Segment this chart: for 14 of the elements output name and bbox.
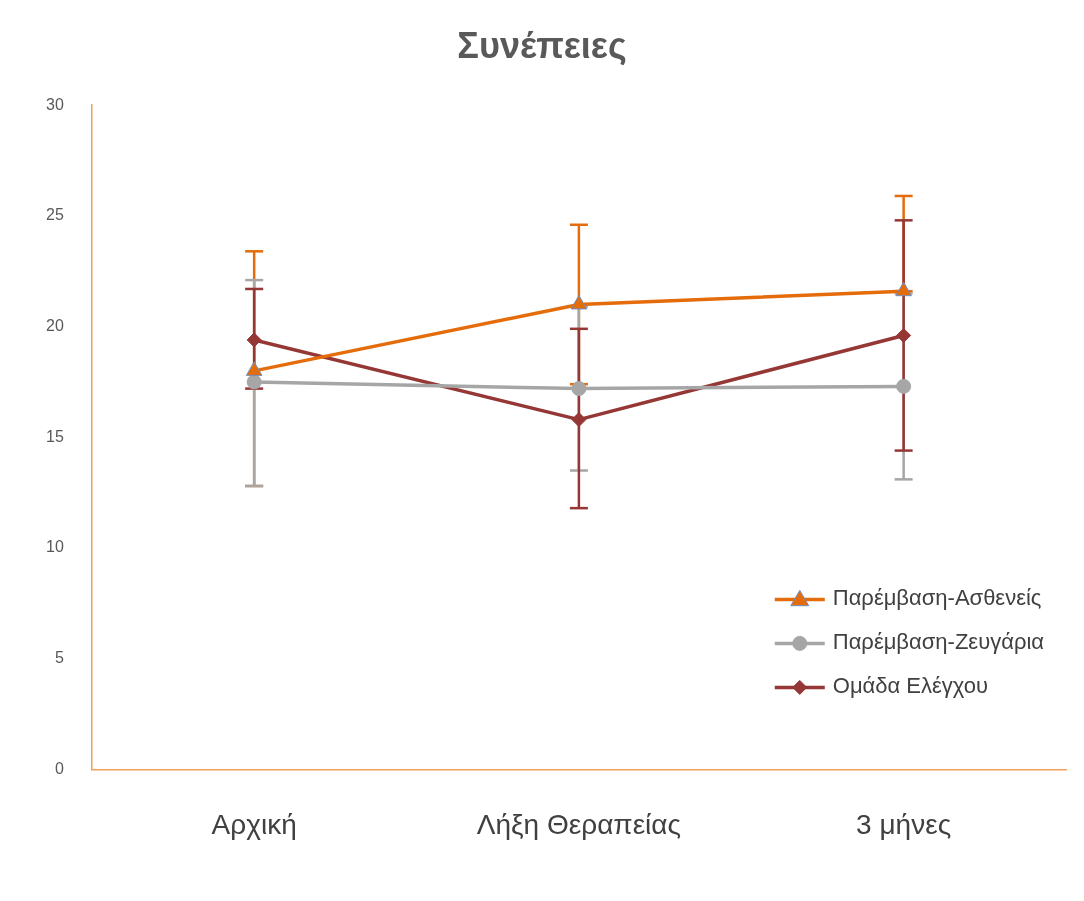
y-tick-label: 30 <box>46 95 64 113</box>
legend-label: Παρέμβαση-Ασθενείς <box>832 585 1042 611</box>
legend-label: Ομάδα Ελέγχου <box>832 673 989 699</box>
y-tick-label: 10 <box>46 538 64 556</box>
y-tick-label: 25 <box>46 206 64 224</box>
y-tick-label: 0 <box>54 759 64 777</box>
chart-title: Συνέπειες <box>457 24 627 66</box>
x-tick-label: 3 μήνες <box>856 808 952 840</box>
x-tick-label: Λήξη Θεραπείας <box>476 808 682 840</box>
legend-label: Παρέμβαση-Ζευγάρια <box>832 629 1045 655</box>
y-tick-label: 5 <box>54 649 64 667</box>
y-tick-label: 15 <box>46 427 64 445</box>
y-tick-label: 20 <box>46 317 64 335</box>
x-tick-label: Αρχική <box>211 808 297 840</box>
